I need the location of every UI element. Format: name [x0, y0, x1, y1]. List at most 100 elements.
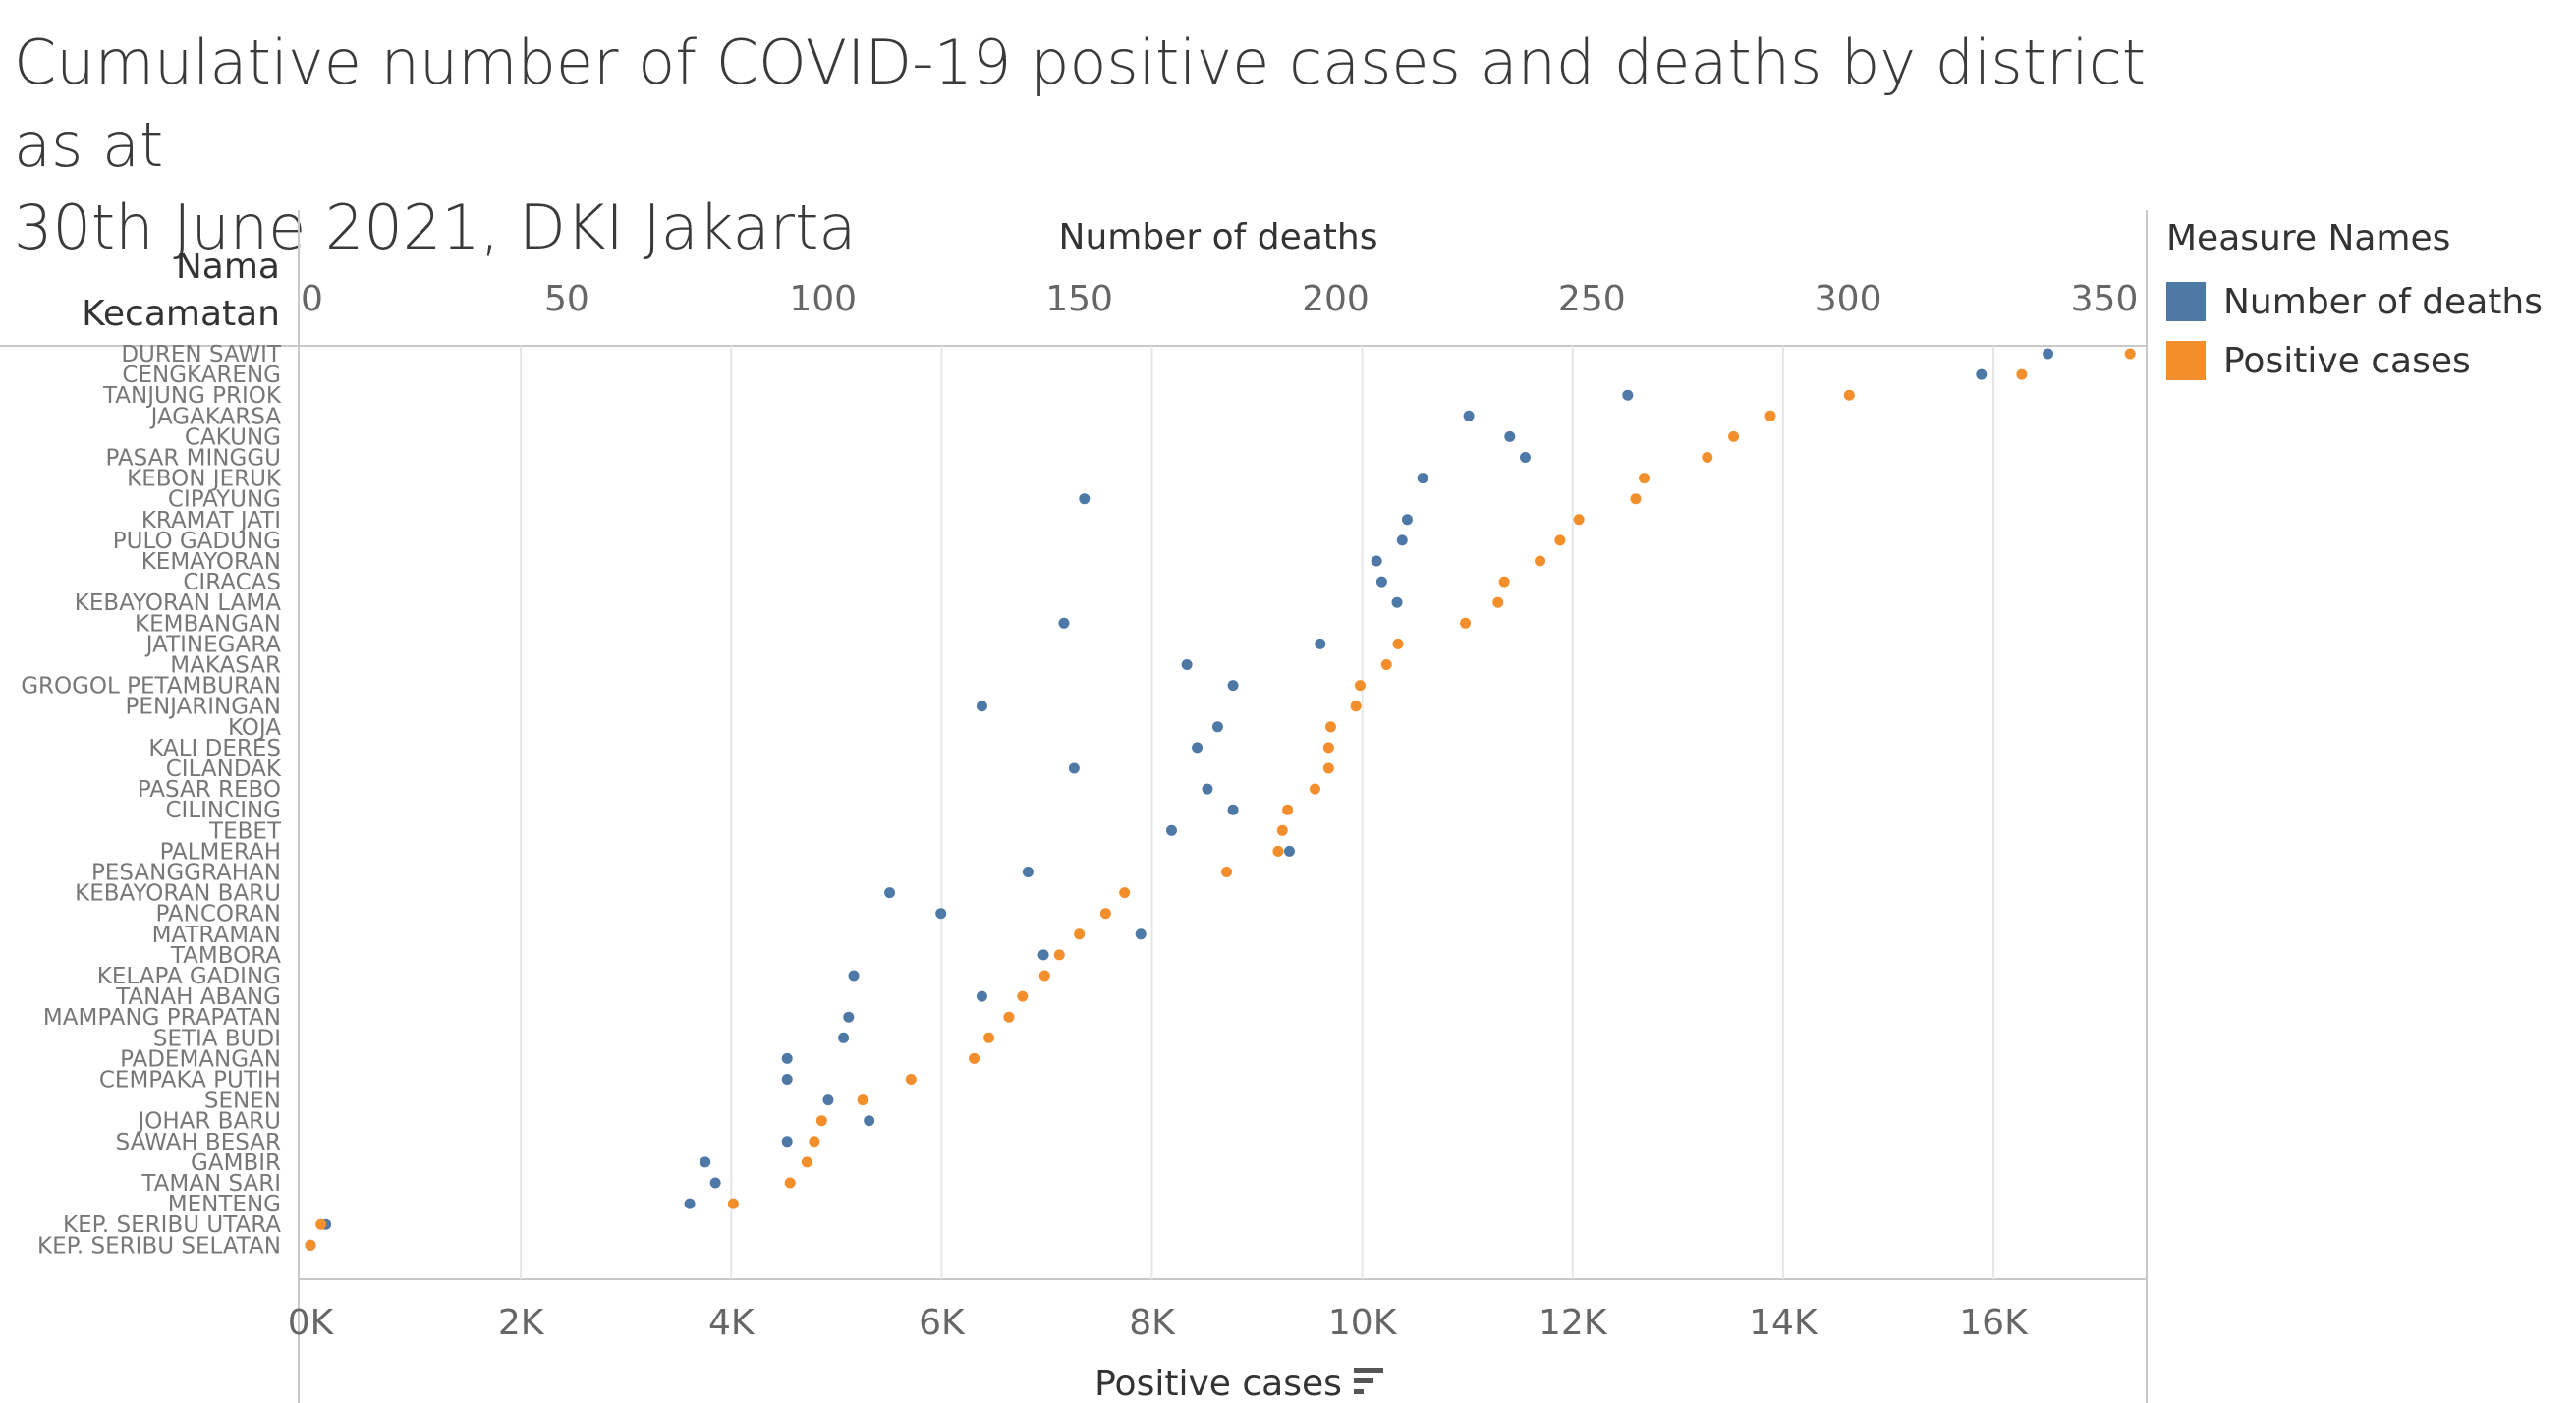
top-axis: 0 50 100 150 200 250 300 350	[301, 279, 2138, 319]
chart-title-line-1: Cumulative number of COVID-19 positive c…	[14, 27, 2147, 181]
death-point	[781, 1052, 793, 1064]
row-label: MENTENG	[168, 1192, 281, 1217]
death-point	[700, 1156, 711, 1168]
positive-case-point	[1272, 845, 1284, 857]
positive-case-point	[1492, 596, 1504, 608]
death-point	[1976, 368, 1988, 380]
death-point	[1391, 596, 1403, 608]
top-axis-tick-label: 150	[1045, 279, 1113, 319]
death-point	[2043, 348, 2054, 360]
positive-case-point	[1221, 867, 1233, 877]
death-point	[864, 1115, 875, 1127]
sort-descending-icon[interactable]	[1354, 1368, 1383, 1394]
row-label: PASAR MINGGU	[106, 446, 282, 472]
positive-case-point	[1038, 970, 1050, 982]
death-point	[843, 1011, 855, 1023]
bottom-axis-tick-label: 8K	[1129, 1303, 1176, 1343]
positive-case-point	[801, 1156, 812, 1168]
death-point	[1202, 783, 1213, 795]
death-point	[848, 970, 860, 982]
row-label: CILINCING	[165, 798, 281, 823]
top-axis-tick-label: 50	[544, 279, 589, 319]
positive-case-point	[727, 1198, 739, 1209]
positive-case-point	[1282, 804, 1294, 815]
legend-swatch-deaths	[2166, 282, 2206, 321]
positive-case-point	[1119, 887, 1131, 899]
row-label: SENEN	[204, 1089, 281, 1114]
row-label: KALI DERES	[148, 736, 281, 761]
row-label: TEBET	[208, 818, 282, 844]
row-label: KRAMAT JATI	[141, 508, 281, 533]
row-label: DUREN SAWIT	[121, 342, 282, 367]
top-axis-tick-label: 100	[789, 279, 857, 319]
death-point	[1227, 680, 1239, 692]
bottom-axis-title[interactable]: Positive cases	[1094, 1364, 1342, 1403]
positive-case-point	[1573, 514, 1585, 526]
data-points	[305, 348, 2136, 1251]
positive-case-point	[1003, 1011, 1015, 1023]
row-label: PESANGGRAHAN	[91, 861, 281, 886]
death-point	[1022, 867, 1034, 877]
death-point	[1371, 555, 1382, 567]
positive-case-point	[1764, 410, 1776, 421]
legend-swatch-positive	[2166, 341, 2206, 380]
row-label: PALMERAH	[160, 839, 281, 865]
row-label: KEMAYORAN	[141, 549, 281, 575]
row-label: PANCORAN	[156, 902, 282, 927]
positive-case-point	[1017, 990, 1029, 1002]
bottom-axis-tick-label: 2K	[498, 1303, 545, 1343]
row-label: PULO GADUNG	[113, 529, 281, 554]
positive-case-point	[1702, 452, 1713, 463]
death-point	[1211, 721, 1223, 733]
row-label: GAMBIR	[191, 1150, 281, 1176]
top-axis-tick-label: 350	[2071, 279, 2139, 319]
death-point	[1135, 928, 1147, 940]
death-point	[1396, 534, 1408, 546]
positive-case-point	[857, 1094, 868, 1106]
legend-label-positive: Positive cases	[2223, 340, 2471, 381]
chart-title: Cumulative number of COVID-19 positive c…	[14, 22, 2156, 269]
bottom-axis-tick-label: 12K	[1539, 1303, 1608, 1343]
row-label: SETIA BUDI	[153, 1026, 281, 1051]
row-label: KEP. SERIBU UTARA	[63, 1212, 281, 1238]
row-label: JAGAKARSA	[149, 404, 282, 429]
bottom-axis-tick-label: 6K	[919, 1303, 966, 1343]
death-point	[1058, 617, 1070, 629]
death-point	[822, 1094, 834, 1106]
death-point	[781, 1136, 793, 1148]
legend-item-positive[interactable]: Positive cases	[2166, 331, 2543, 390]
row-label: CIPAYUNG	[168, 487, 281, 513]
death-point	[884, 887, 896, 899]
positive-case-point	[1498, 576, 1510, 588]
legend-item-deaths[interactable]: Number of deaths	[2166, 272, 2543, 331]
row-label: CAKUNG	[185, 424, 281, 450]
death-point	[709, 1177, 721, 1189]
positive-case-point	[1325, 721, 1337, 733]
positive-case-point	[1309, 783, 1320, 795]
row-header-line-1: Nama	[175, 247, 280, 287]
positive-case-point	[905, 1074, 917, 1085]
positive-case-point	[1843, 389, 1855, 401]
row-label: SAWAH BESAR	[116, 1130, 281, 1155]
bottom-axis-tick-label: 16K	[1959, 1303, 2029, 1343]
positive-case-point	[983, 1032, 995, 1043]
row-label: KEBAYORAN BARU	[75, 881, 281, 907]
death-point	[1068, 762, 1080, 774]
legend-label-deaths: Number of deaths	[2223, 281, 2543, 322]
death-point	[1417, 473, 1428, 484]
positive-case-point	[2016, 368, 2028, 380]
positive-case-point	[315, 1218, 327, 1230]
positive-case-point	[1322, 742, 1334, 754]
row-header-line-2: Kecamatan	[82, 294, 280, 334]
row-label: KEBON JERUK	[127, 467, 282, 492]
bottom-axis-tick-label: 10K	[1328, 1303, 1398, 1343]
positive-case-point	[1639, 473, 1651, 484]
legend-title: Measure Names	[2166, 218, 2451, 258]
row-label: TANAH ABANG	[115, 984, 281, 1010]
positive-case-point	[1322, 762, 1334, 774]
bottom-axis-tick-label: 4K	[708, 1303, 756, 1343]
top-axis-tick-label: 200	[1302, 279, 1370, 319]
positive-case-point	[809, 1136, 820, 1148]
